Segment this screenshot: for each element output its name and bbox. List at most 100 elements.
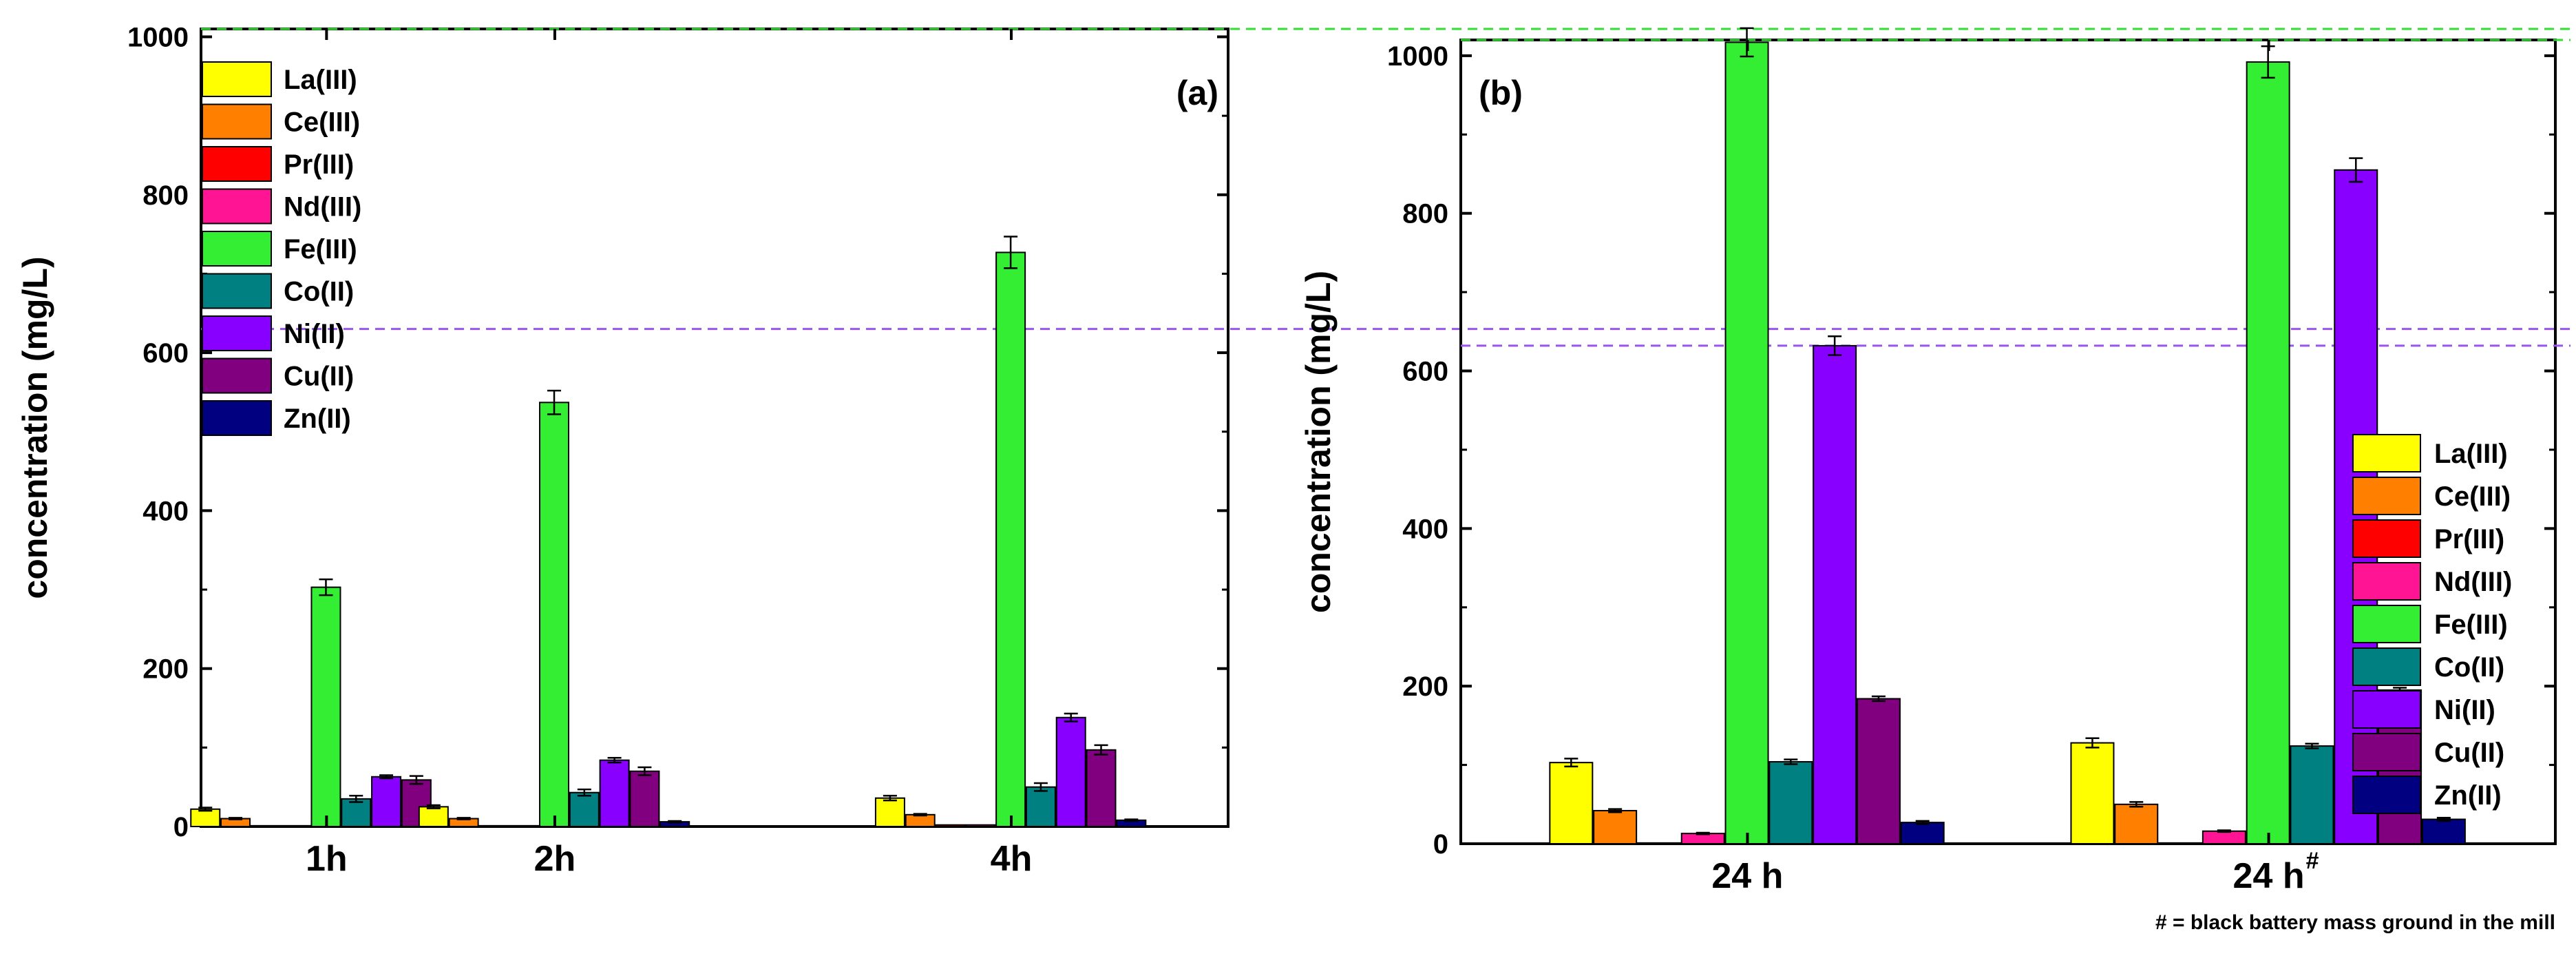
legend-swatch [2352, 605, 2421, 643]
bar [995, 251, 1026, 827]
bar [1724, 41, 1769, 844]
bar [1055, 716, 1086, 827]
legend-swatch [2352, 434, 2421, 472]
legend-swatch [202, 231, 272, 267]
bar [190, 808, 221, 828]
bar [2290, 745, 2334, 844]
legend-label: La(III) [284, 65, 357, 95]
bar [418, 806, 449, 828]
bar [1593, 809, 1638, 844]
legend-label: Ni(II) [2434, 695, 2495, 725]
legend-swatch [2352, 647, 2421, 686]
y-tick-label: 600 [1402, 357, 1448, 387]
panel-label: (a) [1176, 74, 1218, 112]
bar [905, 813, 936, 828]
legend-swatch [202, 315, 272, 351]
legend-swatch [2352, 733, 2421, 771]
y-tick-label: 800 [1402, 199, 1448, 229]
panel-a-chart: 0 200 400 600 800 1000 concentration (mg/L) (a)… [16, 22, 2570, 879]
bar [599, 759, 630, 827]
y-tick-label: 200 [1402, 672, 1448, 702]
y-tick-label: 1000 [127, 22, 189, 52]
bar [2202, 830, 2246, 844]
y-tick-label: 400 [1402, 514, 1448, 544]
y-tick-label: 1000 [1387, 41, 1448, 72]
legend-label: Fe(III) [284, 234, 357, 264]
x-category-label: 2h [534, 839, 576, 879]
bar [2070, 742, 2115, 845]
y-tick-label: 600 [142, 338, 189, 368]
legend-swatch [2352, 562, 2421, 601]
bar [874, 797, 905, 827]
bar [2158, 842, 2203, 844]
legend-label: Cu(II) [284, 362, 354, 392]
bar [1086, 749, 1117, 827]
bar [629, 770, 660, 827]
panel-b-chart: 0 200 400 600 800 1000 concentration (mg/L) (b)… [1299, 27, 2570, 896]
legend-label: Co(II) [2434, 652, 2504, 683]
x-category-label: 1h [306, 839, 348, 879]
bar [1900, 822, 1945, 844]
bar [1549, 762, 1594, 844]
legend-label: Nd(III) [284, 192, 361, 222]
legend-swatch [2352, 519, 2421, 558]
legend-swatch [202, 357, 272, 394]
bar [371, 776, 402, 827]
legend-swatch [2352, 477, 2421, 515]
y-tick-label: 400 [142, 496, 189, 526]
x-category-label: 4h [991, 839, 1033, 879]
legend-swatch [202, 61, 272, 97]
panel-label: (b) [1479, 74, 1523, 112]
legend-label: Ce(III) [2434, 481, 2511, 512]
legend-swatch [202, 146, 272, 182]
bar [250, 824, 281, 828]
y-axis-title: concentration (mg/L) [1299, 271, 1338, 613]
bar [965, 824, 996, 827]
bar [1813, 344, 1857, 844]
footnote: # = black battery mass ground in the mil… [2155, 911, 2555, 934]
x-category-label: 24 h [2233, 856, 2305, 896]
bar [401, 779, 432, 828]
bar [1856, 698, 1901, 845]
legend-swatch [202, 103, 272, 140]
x-category-superscript: # [2306, 848, 2319, 874]
legend-label: Fe(III) [2434, 610, 2508, 640]
legend-label: Nd(III) [2434, 567, 2512, 597]
legend-label: Co(II) [284, 277, 354, 307]
legend-label: Cu(II) [2434, 738, 2504, 768]
bar [935, 824, 966, 827]
bar [1769, 761, 1813, 844]
legend-label: Pr(III) [284, 149, 354, 180]
bar [2114, 803, 2159, 844]
y-tick-label: 800 [142, 180, 189, 211]
bar [569, 791, 600, 827]
legend-label: Pr(III) [2434, 524, 2504, 554]
legend-label: Zn(II) [2434, 780, 2502, 811]
plot-frame [200, 28, 1229, 828]
bar [509, 824, 540, 828]
legend-label: Ni(II) [284, 319, 345, 349]
legend-swatch [202, 188, 272, 225]
bar [2246, 61, 2290, 845]
bar [478, 824, 509, 828]
y-axis-title: concentration (mg/L) [16, 256, 54, 599]
legend-label: Zn(II) [284, 404, 351, 434]
y-tick-label: 200 [142, 654, 189, 685]
x-category-label: 24 h [1711, 856, 1783, 896]
y-tick-label: 0 [173, 812, 189, 842]
bar [341, 798, 372, 828]
bar [1025, 786, 1056, 827]
legend-swatch [2352, 690, 2421, 729]
bar [310, 586, 341, 827]
legend-swatch [202, 273, 272, 309]
bar [539, 402, 570, 827]
bar [1636, 842, 1681, 844]
legend-label: Ce(III) [284, 107, 360, 138]
bar [280, 824, 311, 828]
legend-swatch [2352, 776, 2421, 814]
bar [2421, 818, 2466, 844]
legend-label: La(III) [2434, 439, 2508, 469]
legend-swatch [202, 400, 272, 436]
y-tick-label: 0 [1433, 829, 1448, 860]
